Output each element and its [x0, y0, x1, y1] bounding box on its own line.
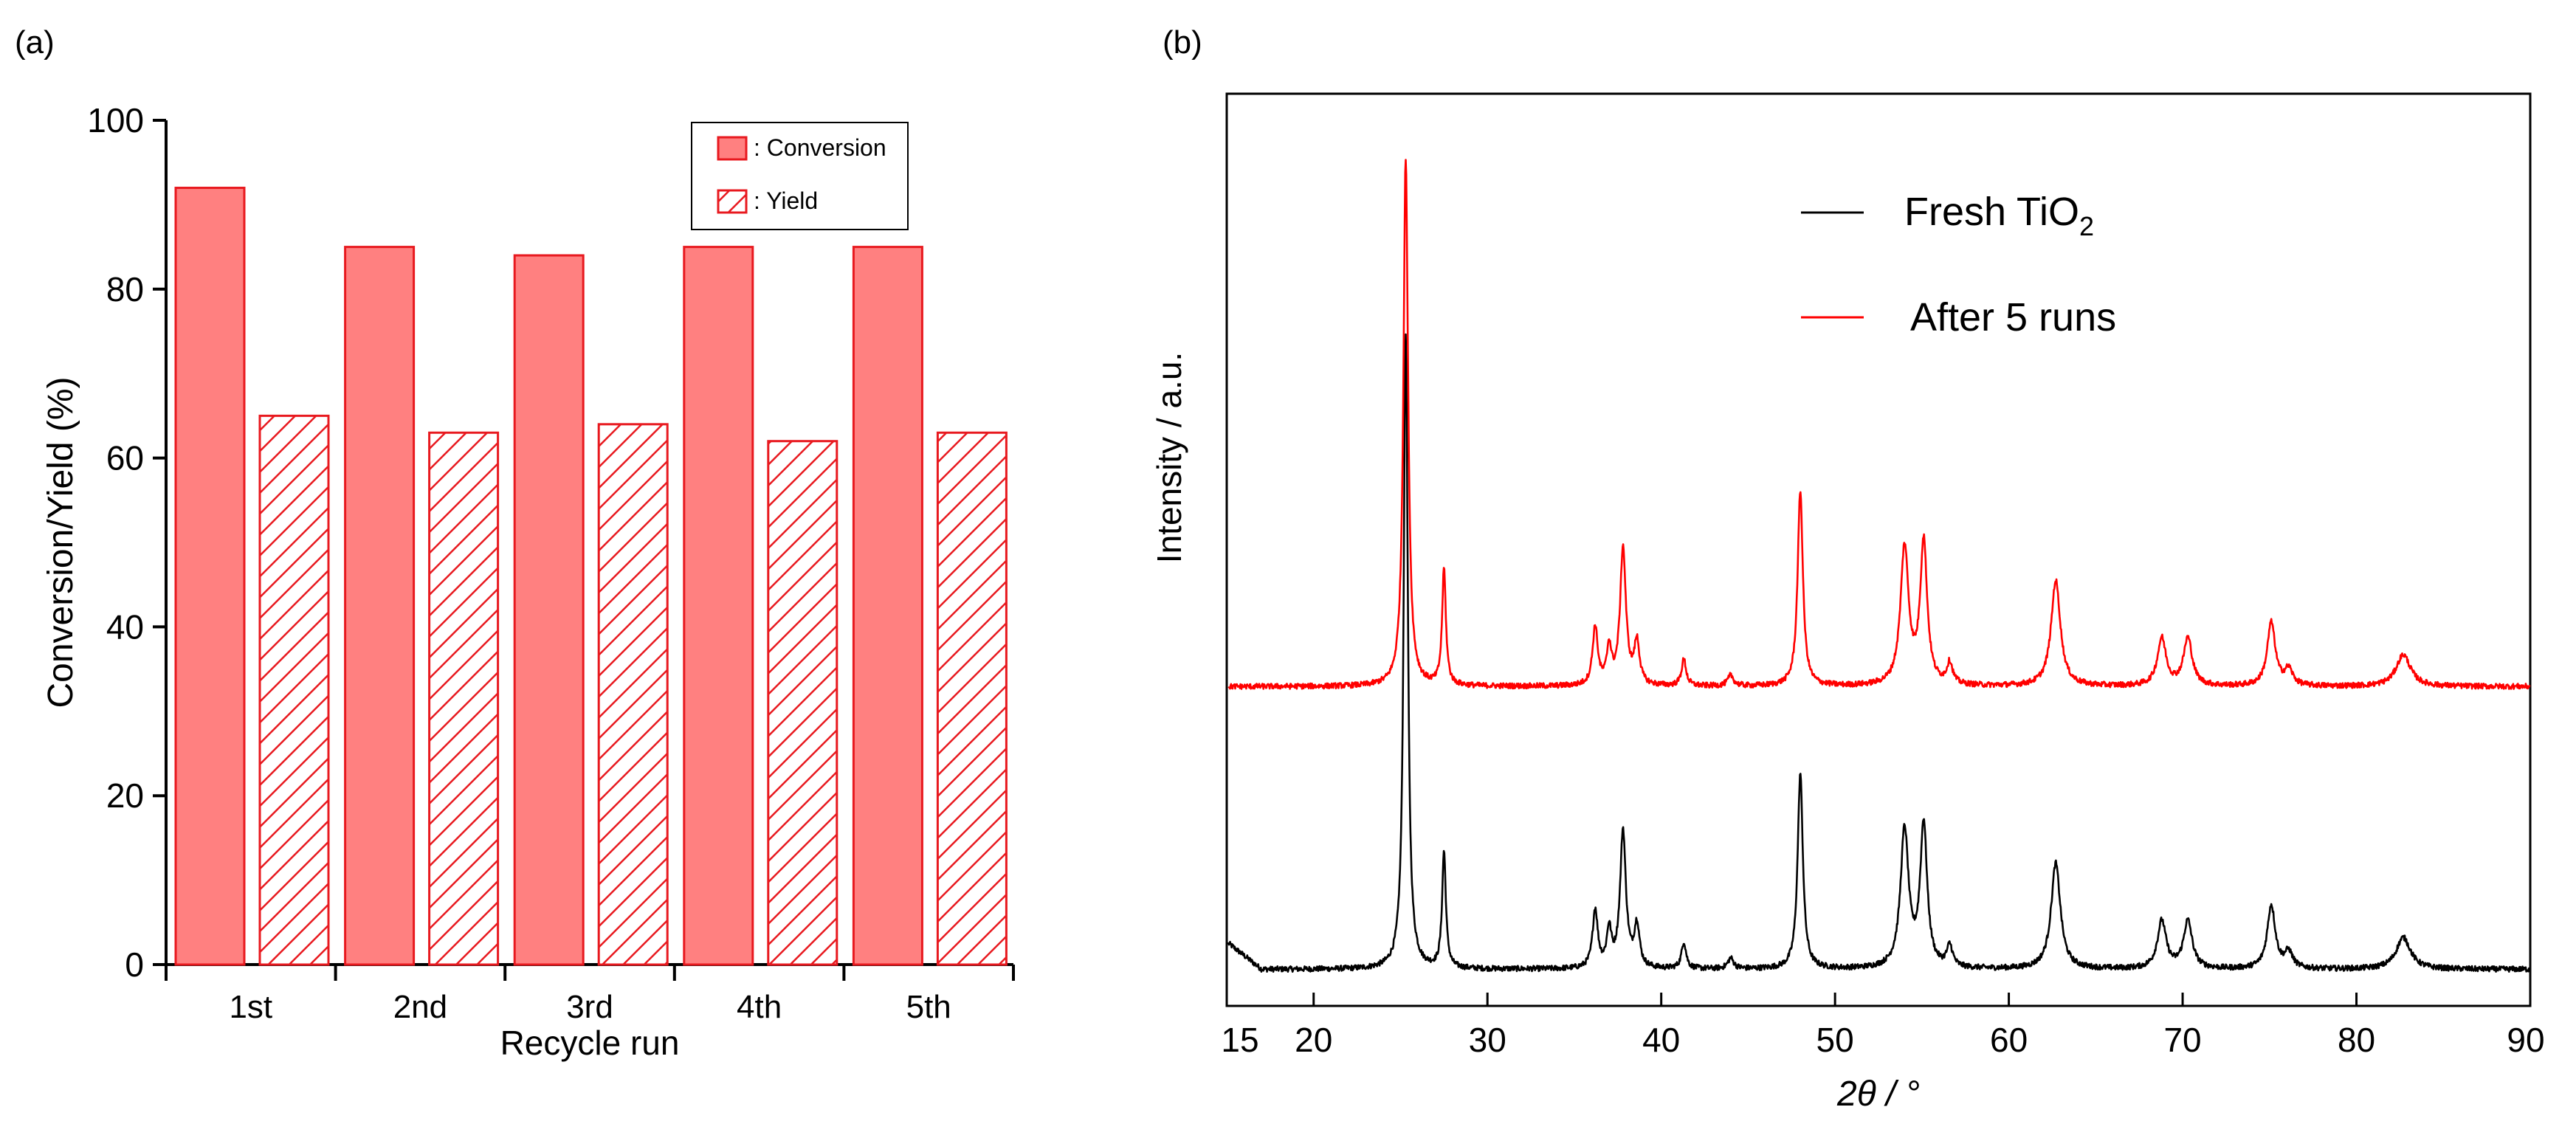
- panel-b-label: (b): [1163, 24, 1202, 61]
- bar-yield: [597, 423, 669, 966]
- series-line-after-5-runs: [1227, 159, 2531, 690]
- legend-label-after-5-runs: After 5 runs: [1910, 295, 2116, 339]
- x-tick-label: 1st: [229, 989, 272, 1025]
- bar-conversion: [683, 246, 754, 966]
- x-tick-label: 30: [1469, 1021, 1506, 1059]
- bar-conversion: [852, 246, 923, 966]
- x-tick-label: 50: [1816, 1021, 1854, 1059]
- x-axis-label: Recycle run: [500, 1024, 680, 1062]
- bar-chart: 0 20 40 60 80 100 1st 2nd 3rd 4th 5th Recycle run Co…: [41, 101, 1015, 1062]
- y-tick-label: 80: [106, 270, 144, 308]
- panel-a-label: (a): [15, 24, 55, 61]
- x-tick-label: 4th: [737, 989, 782, 1025]
- legend-swatch-yield: [717, 189, 748, 214]
- series-line-fresh: [1227, 333, 2531, 973]
- bar-conversion: [174, 187, 246, 966]
- bar-conversion: [344, 246, 416, 966]
- legend-label-fresh-subscript: 2: [2079, 211, 2094, 241]
- x-tick-label: 80: [2338, 1021, 2375, 1059]
- y-tick-label: 0: [125, 945, 144, 984]
- y-axis-label: Conversion/Yield (%): [41, 376, 80, 708]
- legend-label-fresh-main: Fresh TiO: [1904, 190, 2079, 234]
- bar-yield: [428, 431, 500, 966]
- x-tick-label: 70: [2163, 1021, 2201, 1059]
- x-tick-label: 90: [2507, 1021, 2544, 1059]
- bar-conversion: [513, 254, 585, 966]
- x-tick-label: 15: [1221, 1021, 1258, 1059]
- y-axis-label: Intensity / a.u.: [1150, 352, 1188, 563]
- legend-swatch-conversion: [717, 136, 748, 161]
- x-tick-label: 20: [1295, 1021, 1332, 1059]
- y-tick-label: 40: [106, 607, 144, 646]
- plot-frame: [1225, 92, 2532, 1007]
- y-tick-label: 100: [87, 101, 144, 139]
- x-tick-label: 3rd: [566, 989, 613, 1025]
- y-tick-label: 20: [106, 776, 144, 815]
- x-tick-label: 40: [1642, 1021, 1680, 1059]
- legend-label-conversion: : Conversion: [754, 134, 886, 161]
- legend-label-fresh: Fresh TiO2: [1904, 190, 2094, 241]
- bar-yield: [258, 414, 330, 966]
- x-tick-label: 2nd: [393, 989, 447, 1025]
- bar-yield: [936, 431, 1008, 966]
- x-tick-label: 5th: [906, 989, 951, 1025]
- legend-label-yield: : Yield: [754, 187, 818, 214]
- bar-yield: [767, 440, 838, 966]
- xrd-line-chart: 15 20 30 40 50 60 70 80 90 2θ / ° Intensity / a.u.…: [1150, 92, 2545, 1114]
- x-tick-label: 60: [1990, 1021, 2028, 1059]
- y-tick-label: 60: [106, 439, 144, 477]
- x-axis-label: 2θ / °: [1836, 1075, 1920, 1114]
